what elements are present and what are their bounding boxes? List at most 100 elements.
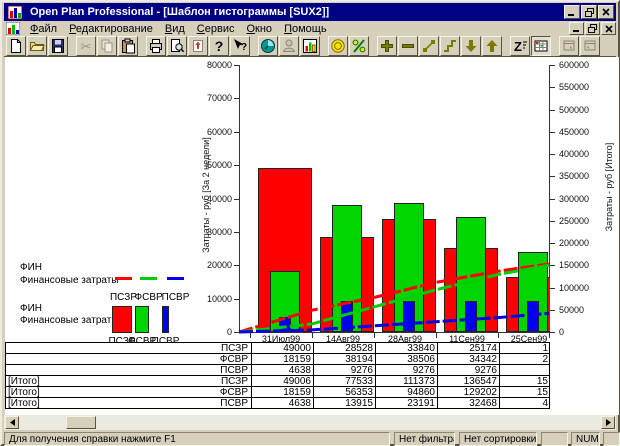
save-icon [50,38,66,54]
x-axis-label: 28Авг99 [387,334,423,344]
table-cell: 49000 [251,343,313,353]
table-row: [Итого] ПСВР 4638 13915 23191 32468 4 [5,397,550,409]
right-axis-tick-label: 250000 [559,216,590,226]
right-axis-tick-label: 600000 [559,60,590,70]
open-folder-button[interactable] [27,36,47,56]
print-preview-button[interactable] [167,36,187,56]
close-button[interactable] [598,5,614,19]
x-axis-label: 31Июл99 [261,334,301,344]
row-label-cell: [Итого] ПСВР [6,398,251,409]
right-axis-tick-label: 550000 [559,82,590,92]
goto-page-icon [190,38,206,54]
scroll-left-button[interactable] [5,416,19,429]
menu-item-Сервис[interactable]: Сервис [196,22,235,35]
link-activities-button[interactable] [419,36,439,56]
status-blank1 [541,432,568,446]
horizontal-scrollbar[interactable] [4,415,616,430]
toolbar-separator [139,36,146,56]
right-axis-tick [550,265,555,266]
percent-button[interactable] [349,36,369,56]
table-row: ПСЗР 49000 28528 33840 25174 1 [5,342,550,354]
context-help-button[interactable]: ? [230,36,250,56]
help-button[interactable]: ? [209,36,229,56]
histogram-chart-button[interactable] [300,36,320,56]
restore-button[interactable] [581,5,597,19]
move-down-button[interactable] [461,36,481,56]
left-axis-tick [234,332,239,333]
add-plus-icon [379,38,395,54]
doc-minimize-button[interactable] [569,22,584,35]
axis-line [239,65,240,332]
toolbar: ✂?? Z [4,36,616,57]
new-document-button[interactable] [6,36,26,56]
bar-ПСВР-28Авг99 [403,301,415,332]
table-cell: 2 [499,354,550,364]
app-icon [8,5,24,19]
open-folder-icon [29,38,45,54]
row-group-label: [Итого] [8,376,40,387]
scrollbar-thumb[interactable] [66,416,96,429]
scroll-right-button[interactable] [601,416,615,429]
row-label-cell: [Итого] ФСВР [6,387,251,398]
table-cell: 129202 [437,387,499,397]
toolbar-separator [503,36,510,56]
right-axis-tick-label: 500000 [559,105,590,115]
row-group-label: [Итого] [8,387,40,398]
window-tile-icon [582,38,598,54]
step-chart-button[interactable] [440,36,460,56]
move-up-icon [484,38,500,54]
left-axis-tick-label: 10000 [206,294,232,304]
data-table: ПСЗР 49000 28528 33840 25174 1 ФСВР 18159 38194 3… [5,342,550,409]
table-cell: 32468 [437,398,499,408]
legend-title: ФИН [20,262,43,273]
paste-icon [120,38,136,54]
left-axis-tick [234,199,239,200]
row-group-label: [Итого] [8,398,40,409]
bar-ПСВР-25Сен99 [527,301,539,332]
table-cell: 18159 [251,354,313,364]
goto-page-button[interactable] [188,36,208,56]
left-axis-tick-label: 30000 [206,227,232,237]
row-label-cell: ФСВР [6,354,251,365]
row-label-cell: ПСВР [6,365,251,376]
sort-z-button[interactable]: Z [510,36,530,56]
table-cell: 56353 [313,387,375,397]
window-tile-button [580,36,600,56]
save-button[interactable] [48,36,68,56]
sort-z-icon: Z [512,38,528,54]
step-chart-icon [442,38,458,54]
doc-restore-button[interactable] [585,22,600,35]
menu-item-Вид[interactable]: Вид [164,22,185,35]
x-axis-tick [312,333,313,338]
histogram-chart-icon [302,38,318,54]
menu-item-Редактирование[interactable]: Редактирование [69,22,153,35]
table-grid-button[interactable] [531,36,551,56]
minimize-button[interactable] [564,5,580,19]
print-button[interactable] [146,36,166,56]
right-axis-tick [550,199,555,200]
resource-person-icon [281,38,297,54]
time-clock-button[interactable] [258,36,278,56]
menu-item-Окно[interactable]: Окно [246,22,273,35]
cost-coin-button[interactable] [328,36,348,56]
menu-item-Помощь[interactable]: Помощь [284,22,327,35]
document-icon[interactable] [6,22,22,36]
menu-item-Файл[interactable]: Файл [30,22,58,35]
move-down-icon [463,38,479,54]
legend-line-swatch-ПСЗР [115,277,132,280]
move-up-button[interactable] [482,36,502,56]
table-cell: 25174 [437,343,499,353]
paste-button[interactable] [118,36,138,56]
table-cell: 28528 [313,343,375,353]
right-axis-tick [550,154,555,155]
cut-button: ✂ [76,36,96,56]
remove-minus-button[interactable] [398,36,418,56]
legend-line-swatch-ПСВР [167,277,184,280]
add-plus-button[interactable] [377,36,397,56]
right-axis-tick-label: 0 [559,327,565,337]
doc-close-button[interactable] [601,22,616,35]
right-axis-tick [550,332,555,333]
resource-person-button [279,36,299,56]
table-cell: 9276 [313,365,375,375]
table-cell: 38194 [313,354,375,364]
